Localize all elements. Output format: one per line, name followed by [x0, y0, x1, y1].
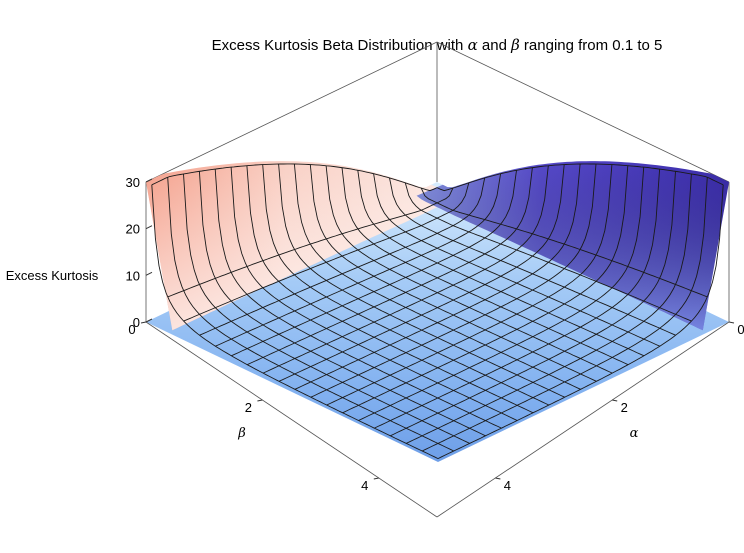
- alpha-tick-label: 0: [737, 322, 744, 337]
- z-tick-label: 10: [126, 268, 140, 283]
- beta-tick-mark: [257, 400, 262, 401]
- alpha-tick-mark: [612, 400, 617, 401]
- title-middle: and: [478, 37, 511, 54]
- beta-tick-mark: [141, 322, 146, 323]
- beta-tick-label: 4: [361, 478, 368, 493]
- z-tick-label: 30: [126, 175, 140, 190]
- kurtosis-surface: [146, 161, 729, 462]
- box-back-edge: [146, 42, 437, 182]
- title-alpha-symbol: α: [468, 36, 478, 54]
- alpha-tick-mark: [495, 478, 500, 479]
- box-back-edge: [437, 42, 729, 182]
- title-beta-symbol: β: [510, 36, 520, 54]
- z-tick-label: 20: [126, 222, 140, 237]
- alpha-tick-label: 2: [621, 400, 628, 415]
- beta-tick-label: 2: [245, 400, 252, 415]
- alpha-tick-mark: [729, 322, 734, 323]
- z-axis-label: Excess Kurtosis: [6, 268, 99, 283]
- z-tick-mark: [146, 226, 152, 229]
- z-tick-mark: [146, 272, 152, 275]
- alpha-tick-label: 4: [504, 478, 511, 493]
- beta-tick-label: 0: [128, 322, 135, 337]
- title-suffix: ranging from 0.1 to 5: [520, 37, 663, 54]
- beta-axis-label: β: [237, 426, 246, 441]
- beta-tick-mark: [374, 478, 379, 479]
- alpha-axis-label: α: [630, 426, 639, 441]
